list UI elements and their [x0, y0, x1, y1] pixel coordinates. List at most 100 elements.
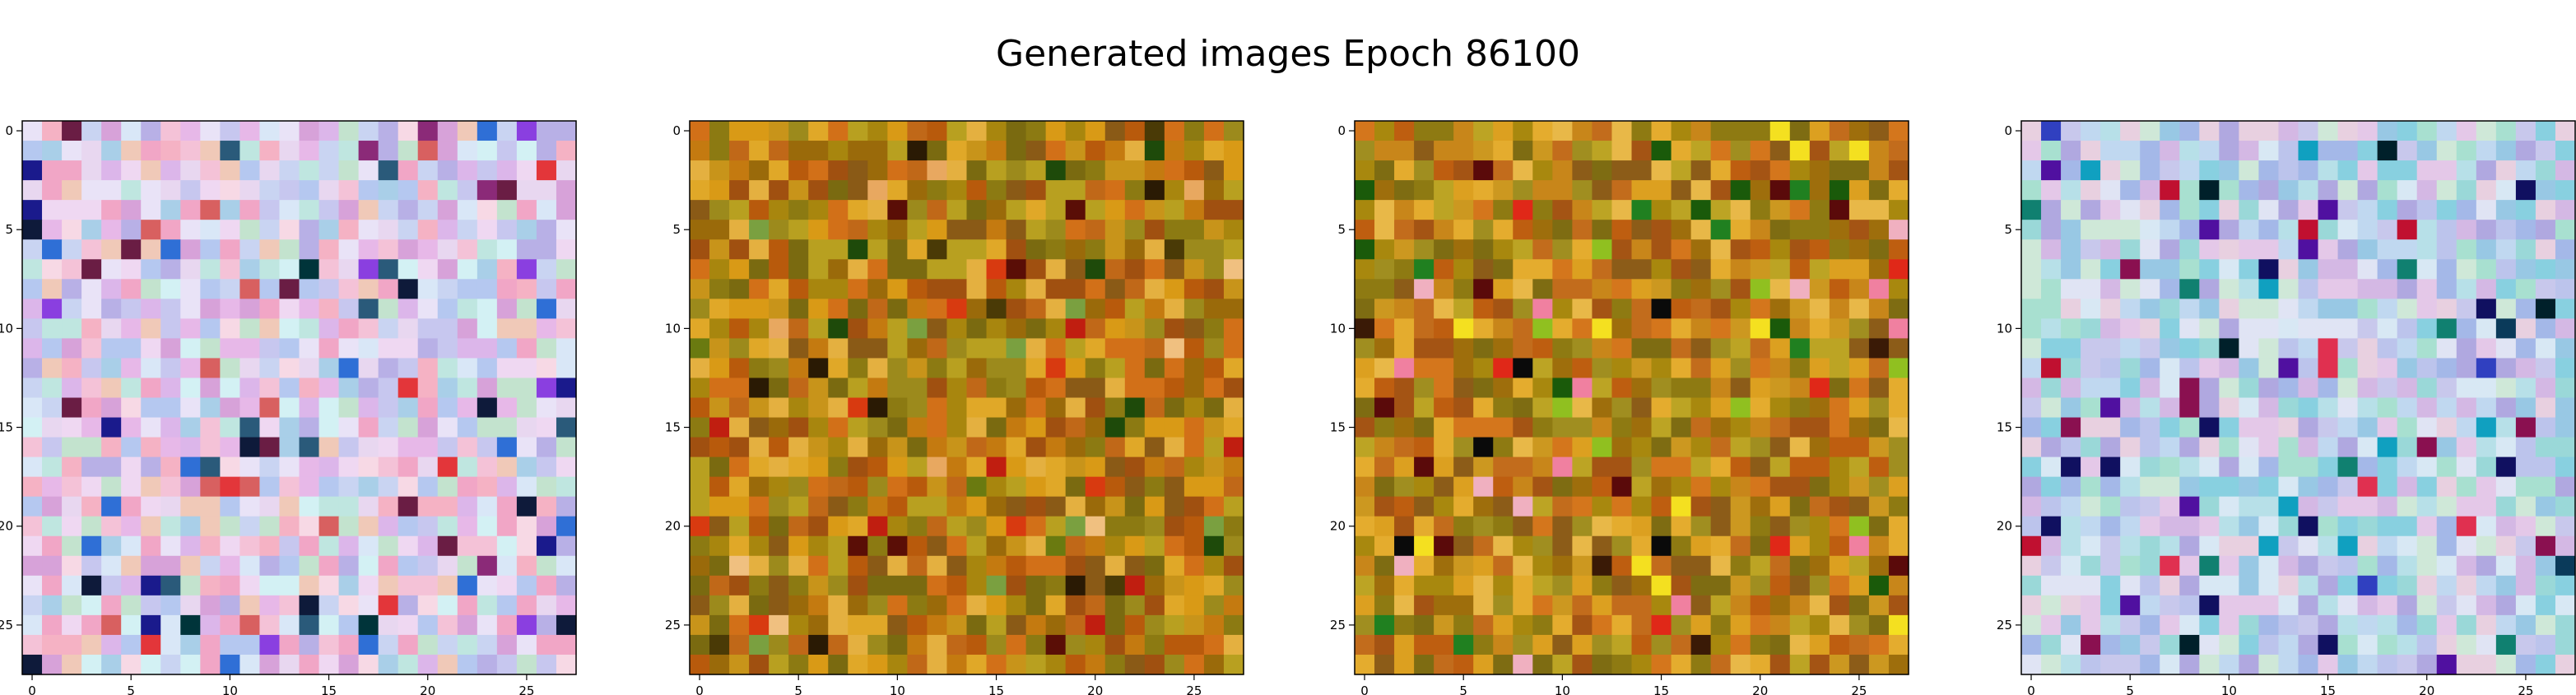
pixel-cell: [2081, 358, 2101, 379]
pixel-cell: [986, 634, 1007, 656]
pixel-cell: [946, 654, 968, 675]
pixel-cell: [42, 180, 63, 201]
pixel-cell: [2140, 417, 2160, 438]
pixel-cell: [477, 378, 498, 399]
pixel-cell: [556, 378, 577, 399]
pixel-cell: [2535, 378, 2556, 399]
pixel-cell: [2081, 634, 2101, 656]
pixel-cell: [1434, 614, 1454, 636]
pixel-cell: [1750, 476, 1771, 498]
pixel-cell: [516, 259, 537, 280]
pixel-cell: [1124, 417, 1146, 438]
pixel-cell: [1513, 358, 1533, 379]
pixel-cell: [769, 397, 789, 419]
x-tick-label: 15: [2320, 683, 2336, 695]
pixel-cell: [2476, 555, 2497, 577]
pixel-cell: [1888, 358, 1909, 379]
pixel-cell: [2436, 279, 2457, 299]
pixel-cell: [1611, 437, 1633, 458]
pixel-cell: [1045, 141, 1067, 161]
y-tick-label: 20: [1997, 519, 2012, 534]
pixel-cell: [1493, 259, 1514, 280]
pixel-cell: [1789, 200, 1811, 220]
pixel-cell: [2081, 535, 2101, 557]
pixel-cell: [2298, 476, 2319, 498]
pixel-cell: [1085, 634, 1106, 656]
pixel-cell: [729, 476, 750, 498]
axes-frame: [689, 120, 1244, 675]
pixel-cell: [1085, 279, 1106, 299]
pixel-cell: [690, 516, 710, 537]
pixel-cell: [828, 575, 849, 596]
pixel-cell: [2160, 516, 2180, 537]
pixel-cell: [887, 437, 908, 458]
pixel-cell: [1006, 141, 1027, 161]
pixel-cell: [62, 555, 82, 577]
pixel-cell: [437, 160, 458, 181]
pixel-cell: [417, 535, 439, 557]
pixel-cell: [299, 160, 320, 181]
pixel-cell: [81, 259, 102, 280]
x-tick-label: 0: [28, 683, 36, 695]
pixel-cell: [2298, 299, 2319, 319]
pixel-cell: [1006, 535, 1027, 557]
pixel-cell: [516, 180, 537, 201]
pixel-cell: [1730, 239, 1751, 260]
pixel-cell: [299, 259, 320, 280]
pixel-cell: [2456, 338, 2477, 359]
pixel-cell: [1750, 555, 1771, 577]
pixel-cell: [1144, 535, 1165, 557]
pixel-cell: [927, 417, 948, 438]
pixel-cell: [358, 634, 379, 656]
pixel-cell: [2436, 239, 2457, 260]
pixel-cell: [1473, 595, 1494, 616]
pixel-cell: [1414, 259, 1434, 280]
pixel-cell: [1104, 555, 1126, 577]
pixel-cell: [986, 575, 1007, 596]
pixel-cell: [1611, 516, 1633, 537]
pixel-cell: [2416, 456, 2438, 478]
pixel-cell: [1631, 141, 1653, 161]
pixel-cell: [808, 220, 829, 240]
pixel-cell: [2495, 299, 2517, 319]
pixel-cell: [1104, 180, 1126, 201]
pixel-cell: [1552, 595, 1573, 616]
pixel-cell: [2515, 299, 2536, 319]
pixel-cell: [2298, 180, 2319, 201]
pixel-cell: [2041, 279, 2062, 299]
pixel-cell: [2199, 318, 2220, 339]
pixel-cell: [2535, 417, 2556, 438]
pixel-cell: [2219, 417, 2239, 438]
pixel-cell: [1671, 239, 1692, 260]
pixel-cell: [2081, 220, 2101, 240]
pixel-cell: [867, 575, 888, 596]
pixel-cell: [709, 595, 730, 616]
pixel-cell: [536, 575, 557, 596]
pixel-cell: [1006, 200, 1027, 220]
pixel-cell: [2416, 358, 2438, 379]
pixel-cell: [1104, 595, 1126, 616]
pixel-cell: [867, 318, 888, 339]
pixel-cell: [2041, 378, 2062, 399]
pixel-cell: [2495, 496, 2517, 517]
pixel-cell: [1045, 200, 1067, 220]
pixel-cell: [1769, 437, 1791, 458]
pixel-cell: [867, 654, 888, 675]
pixel-cell: [1611, 654, 1633, 675]
pixel-cell: [2377, 200, 2398, 220]
pixel-cell: [259, 141, 281, 161]
pixel-cell: [2179, 535, 2200, 557]
pixel-cell: [417, 141, 439, 161]
pixel-cell: [2258, 299, 2280, 319]
pixel-cell: [1434, 279, 1454, 299]
pixel-cell: [1690, 318, 1712, 339]
pixel-cell: [536, 338, 557, 359]
pixel-cell: [81, 338, 102, 359]
pixel-cell: [2199, 141, 2220, 161]
pixel-cell: [1809, 200, 1830, 220]
pixel-cell: [2041, 634, 2062, 656]
pixel-cell: [1045, 516, 1067, 537]
pixel-cell: [946, 516, 968, 537]
y-tick-label: 10: [1330, 321, 1346, 336]
pixel-cell: [1789, 141, 1811, 161]
